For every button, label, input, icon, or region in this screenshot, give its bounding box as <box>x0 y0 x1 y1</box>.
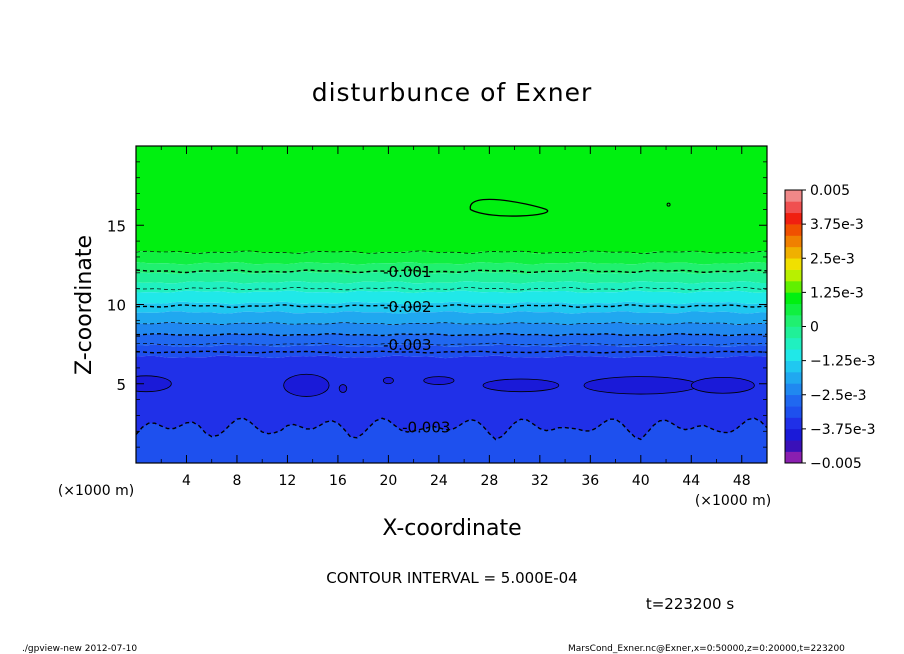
x-tick-label: 24 <box>430 473 448 489</box>
field-band <box>136 281 767 294</box>
field-band <box>136 271 767 284</box>
contour-line <box>136 350 767 354</box>
field-band <box>136 322 767 336</box>
colorbar-swatch <box>785 258 802 270</box>
contour-line <box>136 304 767 309</box>
colorbar-tick-label: 1.25e-3 <box>810 285 864 301</box>
contour-line <box>136 287 767 291</box>
colorbar-swatch <box>785 201 802 214</box>
contour-labels: -0.001 -0.002 -0.003 -0.003 <box>383 263 450 436</box>
field-band <box>136 262 767 274</box>
y-tick-label: 5 <box>116 376 126 394</box>
colorbar-tick-label: 0 <box>810 320 819 336</box>
colorbar-swatch <box>785 292 802 305</box>
footer-right: MarsCond_Exner.nc@Exner,x=0:50000,z=0:20… <box>568 644 845 654</box>
y-axis-label: Z-coordinate <box>72 235 97 375</box>
x-tick-label: 12 <box>279 473 297 489</box>
colorbar-swatch <box>785 451 802 464</box>
colorbar: 0.005 3.75e-3 2.5e-3 1.25e-3 0 −1.25e-3 −2.5e-… <box>784 183 875 472</box>
y-tick-label: 10 <box>107 297 126 315</box>
field-band <box>136 333 767 347</box>
x-tick-label: 40 <box>632 473 650 489</box>
x-tick-label: 32 <box>531 473 549 489</box>
x-tick-label: 44 <box>682 473 700 489</box>
contour-label: -0.001 <box>383 263 431 281</box>
colorbar-swatch <box>785 394 802 407</box>
contour-label: -0.002 <box>383 298 431 316</box>
low-patch <box>136 375 172 393</box>
field-shading <box>136 146 767 463</box>
low-patch <box>283 373 330 397</box>
low-patch <box>382 377 394 385</box>
colorbar-swatch <box>785 406 802 418</box>
colorbar-tick-label: −1.25e-3 <box>810 354 875 370</box>
contour-line <box>136 342 767 346</box>
colorbar-swatch <box>785 440 802 452</box>
low-patch <box>482 378 560 393</box>
footer-left: ./gpview-new 2012-07-10 <box>22 644 137 654</box>
x-tick-label: 48 <box>733 473 751 489</box>
contour-line <box>136 250 767 254</box>
colorbar-swatch <box>785 417 802 430</box>
contour-lines <box>136 198 767 441</box>
colorbar-tick-label: −0.005 <box>810 456 862 472</box>
colorbar-tick-label: −3.75e-3 <box>810 422 875 438</box>
chart-title: disturbunce of Exner <box>312 78 593 107</box>
contour-label: -0.003 <box>402 419 450 437</box>
colorbar-swatch <box>785 428 802 441</box>
low-patch <box>338 384 348 393</box>
colorbar-swatch <box>785 281 802 293</box>
x-tick-label: 4 <box>182 473 191 489</box>
x-unit-right: (×1000 m) <box>695 493 771 509</box>
colorbar-swatch <box>785 372 802 384</box>
y-tick-label: 15 <box>107 217 126 235</box>
x-tick-label: 28 <box>480 473 498 489</box>
colorbar-tick-label: 0.005 <box>810 183 850 199</box>
colorbar-swatch <box>785 337 802 350</box>
contour-line <box>469 198 549 217</box>
colorbar-swatch <box>785 360 802 373</box>
field-band <box>136 301 767 314</box>
colorbar-swatch <box>785 224 802 236</box>
field-band-low <box>136 418 767 463</box>
colorbar-swatch <box>785 269 802 282</box>
colorbar-swatch <box>785 235 802 248</box>
colorbar-swatch <box>785 315 802 327</box>
low-patch <box>690 377 755 394</box>
y-axis: 5 10 15 <box>107 161 767 448</box>
x-tick-label: 20 <box>379 473 397 489</box>
x-tick-label: 36 <box>581 473 599 489</box>
colorbar-swatch <box>785 349 802 361</box>
field-band <box>136 290 767 305</box>
contour-line <box>136 269 767 274</box>
x-tick-label: 16 <box>329 473 347 489</box>
low-patch <box>423 376 455 385</box>
contour-line <box>136 322 767 325</box>
colorbar-swatch <box>785 326 802 339</box>
colorbar-tick-label: 2.5e-3 <box>810 251 855 267</box>
low-patch <box>583 376 698 395</box>
field-band <box>136 311 767 325</box>
contour-line <box>136 332 767 337</box>
x-axis-label: X-coordinate <box>382 516 521 541</box>
colorbar-tick-label: 3.75e-3 <box>810 217 864 233</box>
colorbar-swatch <box>785 383 802 396</box>
x-axis: 4 8 12 16 20 24 28 32 36 40 44 48 <box>160 146 751 489</box>
time-text: t=223200 s <box>646 595 734 613</box>
colorbar-tick-label: −2.5e-3 <box>810 388 867 404</box>
x-unit-left: (×1000 m) <box>58 483 134 499</box>
colorbar-swatch <box>785 246 802 259</box>
contour-interval-text: CONTOUR INTERVAL = 5.000E-04 <box>326 569 577 587</box>
contour-label: -0.003 <box>383 336 431 354</box>
field-band <box>136 146 767 254</box>
contour-line <box>666 202 671 207</box>
x-tick-label: 8 <box>232 473 241 489</box>
colorbar-swatch <box>785 303 802 316</box>
colorbar-swatch <box>785 212 802 225</box>
colorbar-swatch <box>785 190 802 202</box>
field-band <box>136 250 767 265</box>
